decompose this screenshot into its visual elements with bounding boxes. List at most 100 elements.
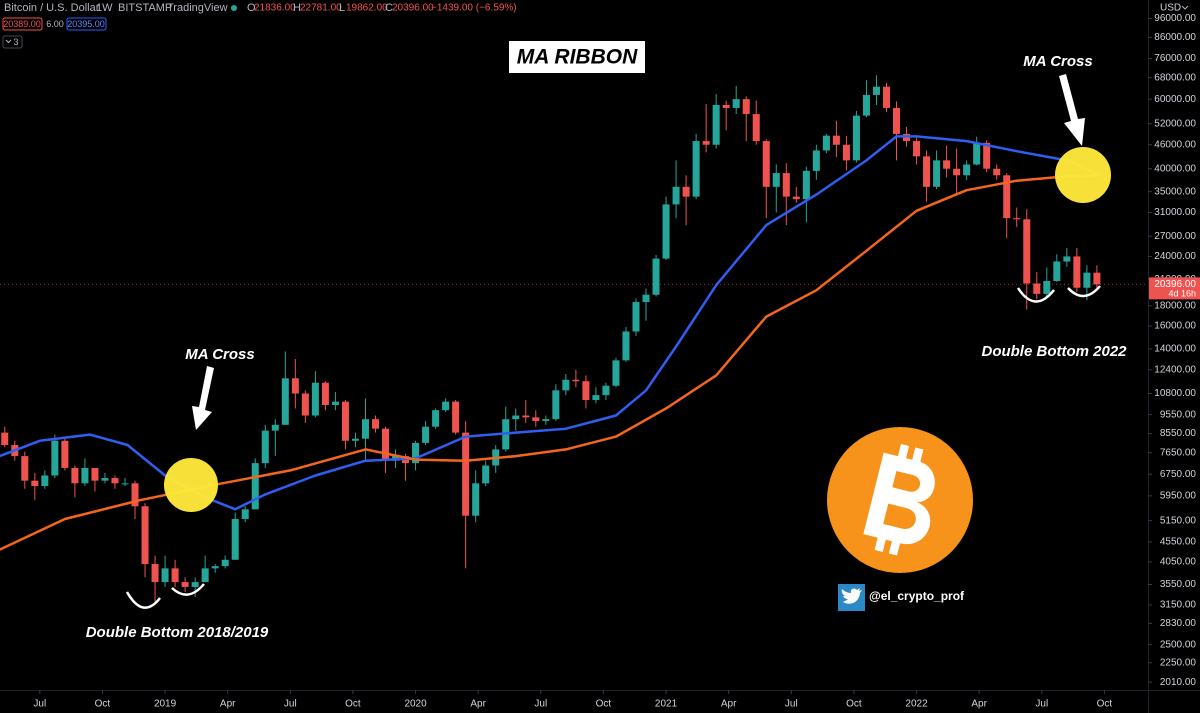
annotation: Double Bottom 2022 [981,343,1127,360]
x-tick-label: Oct [95,699,111,710]
candle-body [973,142,981,165]
candle-body [582,381,590,400]
candle-body [722,104,730,108]
candle-body [852,115,860,161]
y-tick-label: 31000.00 [1154,207,1196,218]
x-tick-label: Apr [971,699,987,710]
candle-body [341,401,349,441]
x-tick-label: Oct [846,699,862,710]
candle-body [281,378,289,425]
candle-body [923,156,931,187]
bottom-curve [1067,285,1101,298]
candle-body [652,258,660,295]
candle-body [1033,283,1041,294]
candle-body [462,432,470,516]
chart-title: MA RIBBON [517,46,638,69]
candle-body [822,135,830,151]
indicators-toggle[interactable] [2,35,23,49]
y-tick-label: 24000.00 [1154,251,1196,262]
candle-body [361,419,369,439]
x-tick-label: Oct [345,699,361,710]
bottom-curve [125,591,161,609]
candle-body [1063,256,1071,262]
candle-body [682,186,690,197]
y-tick-label: 2250.00 [1160,657,1197,668]
y-tick-label: 3150.00 [1160,600,1197,611]
x-tick-label: Apr [470,699,486,710]
candle-body [752,114,760,142]
candle-body [612,360,620,386]
candle-body [632,302,640,332]
ohlc-key: O [247,2,256,14]
change: −1439.00 (−6.59%) [431,3,517,14]
candle-body [832,135,840,145]
x-tick-label: 2021 [655,699,678,710]
bitcoin-logo [827,427,973,573]
candle-body [331,401,339,406]
candle-body [351,438,359,441]
candle-body [171,568,179,583]
x-tick-label: Jul [785,699,798,710]
y-tick-label: 18000.00 [1154,300,1196,311]
candle-body [211,566,219,569]
highlight-circle [164,458,218,512]
candle-body [442,401,450,411]
candle-body [221,559,229,567]
x-tick-label: Oct [1097,699,1113,710]
y-tick-label: 35000.00 [1154,186,1196,197]
candle-body [1053,261,1061,281]
ohlc-value: 20396.00 [392,3,434,14]
y-tick-label: 40000.00 [1154,163,1196,174]
y-tick-label: 2500.00 [1160,639,1197,650]
candle-body [732,99,740,108]
candle-body [662,204,670,259]
y-tick-label: 68000.00 [1154,72,1196,83]
candle-body [271,424,279,431]
candle-body [1093,272,1101,285]
candle-body [291,378,299,394]
countdown: 4d 16h [1168,289,1196,299]
candle-body [51,440,59,476]
candle-body [943,160,951,169]
candle-body [552,390,560,420]
candle-body [933,160,941,187]
candle-body [742,99,750,115]
symbol: Bitcoin / U.S. Dollar [4,2,100,14]
candle-body [241,509,249,519]
y-tick-label: 12400.00 [1154,364,1196,375]
candle-body [151,564,159,583]
candle-body [71,467,79,484]
ohlc-value: 21836.00 [254,3,296,14]
currency-chevron [1181,5,1189,10]
y-tick-label: 52000.00 [1154,118,1196,129]
ask: 20395.00 [67,19,105,29]
candle-body [572,379,580,382]
candle-body [512,415,520,420]
candle-body [913,141,921,157]
x-tick-label: Jul [284,699,297,710]
candle-body [412,442,420,464]
x-tick-label: Oct [596,699,612,710]
ohlc-key: L [339,2,345,14]
ask-box[interactable] [66,17,107,31]
status-dot [231,5,237,11]
ohlc-key: C [385,2,393,14]
spread: 6.00 [46,19,64,29]
interval: 1W [96,2,113,14]
candle-body [522,415,530,418]
candle-body [642,294,650,303]
y-tick-label: 4550.00 [1160,537,1197,548]
candle-body [141,506,149,565]
bottom-curve [1016,287,1055,303]
bid-box[interactable] [2,17,43,31]
y-tick-label: 14000.00 [1154,344,1196,355]
candle-body [963,164,971,176]
candle-body [592,395,600,400]
x-tick-label: Jul [534,699,547,710]
annotation: Double Bottom 2018/2019 [86,624,269,641]
candle-body [1083,272,1091,288]
candle-body [842,144,850,161]
last-price-box [1149,277,1200,300]
candle-body [1073,256,1081,288]
